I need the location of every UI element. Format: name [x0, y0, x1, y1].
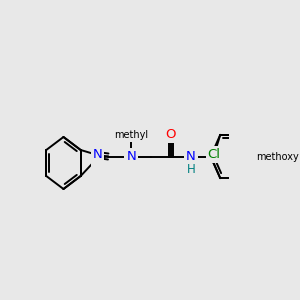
Text: N: N	[186, 150, 196, 163]
Text: Cl: Cl	[208, 148, 220, 161]
Text: methyl: methyl	[114, 130, 148, 140]
Text: methoxy: methoxy	[256, 152, 299, 161]
Text: H: H	[186, 163, 195, 176]
Text: O: O	[166, 128, 176, 141]
Text: N: N	[126, 150, 136, 163]
Text: S: S	[93, 152, 102, 164]
Text: N: N	[93, 148, 102, 161]
Text: O: O	[257, 150, 268, 163]
